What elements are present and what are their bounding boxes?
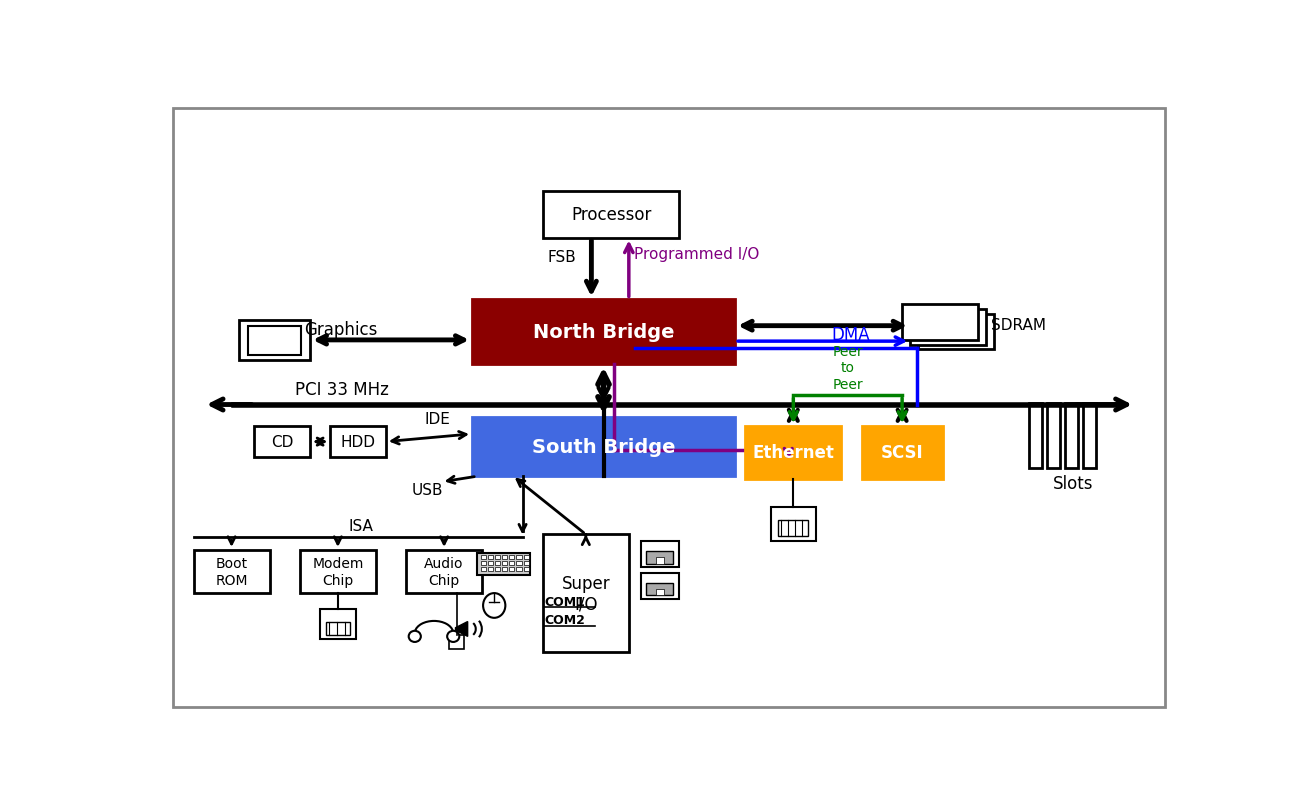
Bar xyxy=(255,427,310,457)
Bar xyxy=(449,635,465,649)
Bar xyxy=(1029,403,1042,468)
Bar xyxy=(1066,403,1079,468)
Text: South Bridge: South Bridge xyxy=(532,437,675,456)
Bar xyxy=(543,192,679,238)
Bar xyxy=(910,310,986,345)
Bar xyxy=(509,561,515,565)
Bar xyxy=(771,507,815,541)
Bar xyxy=(406,550,482,593)
Text: FSB: FSB xyxy=(547,249,576,265)
Polygon shape xyxy=(456,622,468,637)
Bar xyxy=(778,520,808,536)
Bar xyxy=(509,568,515,572)
Text: SDRAM: SDRAM xyxy=(991,318,1046,332)
Bar xyxy=(248,326,300,355)
Text: IDE: IDE xyxy=(424,411,451,427)
Bar xyxy=(1047,403,1060,468)
Text: Audio
Chip: Audio Chip xyxy=(424,557,464,587)
Text: Processor: Processor xyxy=(571,206,652,224)
Ellipse shape xyxy=(483,593,505,618)
Bar xyxy=(641,541,679,568)
Text: Graphics: Graphics xyxy=(304,320,377,338)
Bar xyxy=(488,561,494,565)
Bar xyxy=(746,427,841,479)
Bar xyxy=(481,561,486,565)
Bar xyxy=(239,321,310,361)
Bar xyxy=(477,553,530,575)
Text: COM1: COM1 xyxy=(545,595,585,608)
Bar xyxy=(656,589,665,596)
Bar xyxy=(503,555,507,560)
Text: Boot
ROM: Boot ROM xyxy=(215,557,248,587)
Bar xyxy=(543,535,629,652)
Bar xyxy=(862,427,943,479)
Text: Modem
Chip: Modem Chip xyxy=(312,557,363,587)
Bar xyxy=(325,622,350,635)
Text: HDD: HDD xyxy=(341,435,376,450)
Text: COM2: COM2 xyxy=(545,614,585,626)
Text: ISA: ISA xyxy=(349,518,374,533)
Bar xyxy=(471,417,735,476)
Bar xyxy=(918,314,994,350)
Bar xyxy=(471,300,735,365)
Text: PCI 33 MHz: PCI 33 MHz xyxy=(295,381,389,399)
Bar xyxy=(495,568,500,572)
Bar xyxy=(646,583,674,596)
Text: USB: USB xyxy=(411,482,443,497)
Bar xyxy=(320,609,357,640)
Text: Ethernet: Ethernet xyxy=(752,444,835,462)
Bar xyxy=(193,550,269,593)
Bar xyxy=(656,557,665,564)
Bar xyxy=(488,555,494,560)
Text: SCSI: SCSI xyxy=(880,444,923,462)
Text: DMA: DMA xyxy=(832,326,870,344)
Ellipse shape xyxy=(447,631,460,642)
Bar xyxy=(481,555,486,560)
Bar xyxy=(481,568,486,572)
Bar xyxy=(495,555,500,560)
Text: Peer
to
Peer: Peer to Peer xyxy=(832,345,863,391)
Text: Programmed I/O: Programmed I/O xyxy=(633,246,759,261)
Bar xyxy=(495,561,500,565)
Bar xyxy=(516,561,521,565)
Text: Slots: Slots xyxy=(1053,475,1093,492)
Bar xyxy=(503,561,507,565)
Bar xyxy=(503,568,507,572)
Bar xyxy=(516,555,521,560)
Bar xyxy=(330,427,387,457)
Bar xyxy=(509,555,515,560)
Bar xyxy=(641,573,679,599)
Bar xyxy=(488,568,494,572)
Text: Super
I/O: Super I/O xyxy=(562,574,610,613)
Bar xyxy=(524,555,529,560)
Bar xyxy=(524,561,529,565)
Text: North Bridge: North Bridge xyxy=(533,323,674,342)
Bar xyxy=(646,552,674,564)
Bar xyxy=(516,568,521,572)
Ellipse shape xyxy=(409,631,421,642)
Bar xyxy=(1083,403,1097,468)
Bar xyxy=(524,568,529,572)
Bar xyxy=(300,550,376,593)
Text: CD: CD xyxy=(270,435,294,450)
Bar xyxy=(902,304,978,340)
